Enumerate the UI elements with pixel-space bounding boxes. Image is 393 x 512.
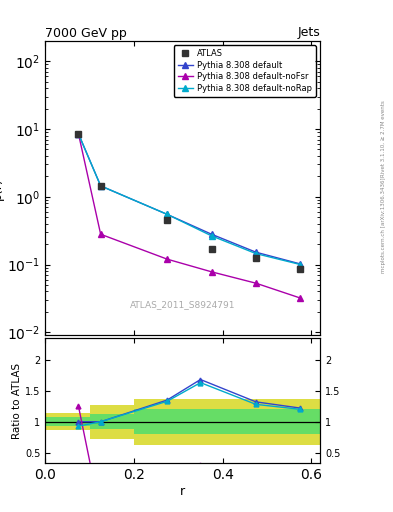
Y-axis label: ρ(r): ρ(r) [0,177,4,200]
Text: mcplots.cern.ch [arXiv:1306.3436]: mcplots.cern.ch [arXiv:1306.3436] [381,178,386,273]
Y-axis label: Ratio to ATLAS: Ratio to ATLAS [12,362,22,439]
Text: Rivet 3.1.10, ≥ 2.7M events: Rivet 3.1.10, ≥ 2.7M events [381,100,386,177]
X-axis label: r: r [180,485,185,498]
Legend: ATLAS, Pythia 8.308 default, Pythia 8.308 default-noFsr, Pythia 8.308 default-no: ATLAS, Pythia 8.308 default, Pythia 8.30… [174,45,316,97]
Text: Jets: Jets [298,27,320,39]
Text: ATLAS_2011_S8924791: ATLAS_2011_S8924791 [130,300,235,309]
Text: 7000 GeV pp: 7000 GeV pp [45,27,127,40]
